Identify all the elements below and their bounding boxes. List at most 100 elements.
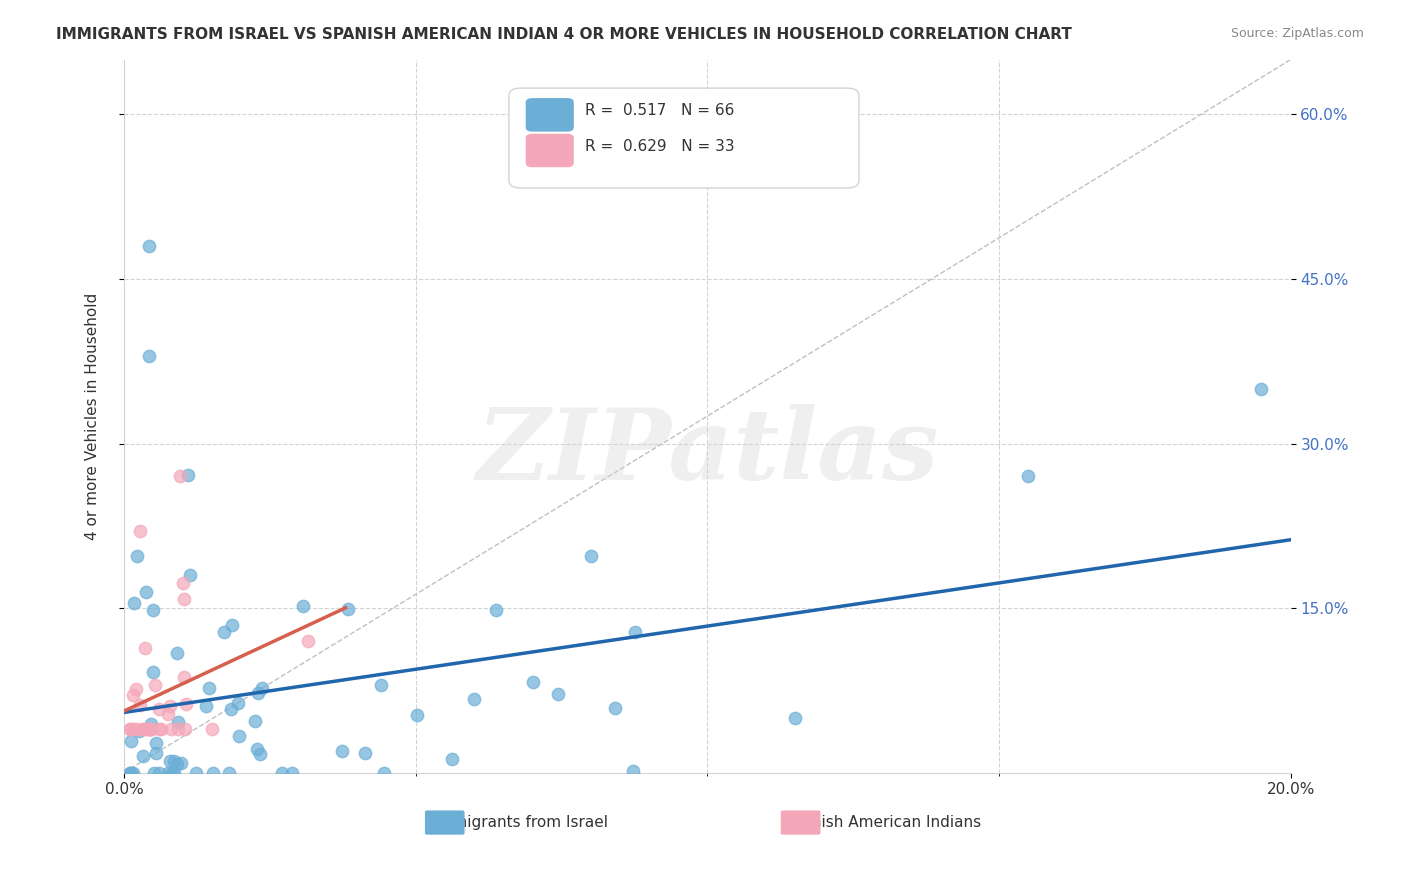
FancyBboxPatch shape	[425, 811, 464, 835]
Immigrants from Israel	[142, 665, 165, 679]
Immigrants from Israel	[167, 714, 190, 729]
Spanish American Indians	[148, 722, 170, 736]
Immigrants from Israel	[142, 765, 165, 780]
Immigrants from Israel	[1017, 469, 1039, 483]
Spanish American Indians	[159, 699, 181, 714]
FancyBboxPatch shape	[526, 135, 574, 167]
Immigrants from Israel	[120, 765, 142, 780]
Immigrants from Israel	[337, 602, 360, 616]
Immigrants from Israel	[219, 702, 242, 716]
Text: IMMIGRANTS FROM ISRAEL VS SPANISH AMERICAN INDIAN 4 OR MORE VEHICLES IN HOUSEHOL: IMMIGRANTS FROM ISRAEL VS SPANISH AMERIC…	[56, 27, 1073, 42]
Spanish American Indians	[176, 698, 198, 712]
Spanish American Indians	[148, 701, 170, 715]
Immigrants from Israel	[138, 349, 160, 363]
Immigrants from Israel	[330, 744, 353, 758]
Immigrants from Israel	[138, 239, 160, 253]
Spanish American Indians	[160, 722, 183, 736]
Immigrants from Israel	[441, 752, 464, 766]
Spanish American Indians	[125, 722, 148, 736]
Immigrants from Israel	[547, 687, 569, 701]
Spanish American Indians	[136, 722, 159, 736]
Immigrants from Israel	[128, 723, 150, 738]
FancyBboxPatch shape	[509, 88, 859, 188]
Immigrants from Israel	[159, 754, 181, 768]
Immigrants from Israel	[179, 568, 201, 582]
Spanish American Indians	[201, 722, 224, 736]
Spanish American Indians	[169, 469, 191, 483]
Text: Source: ZipAtlas.com: Source: ZipAtlas.com	[1230, 27, 1364, 40]
Immigrants from Israel	[485, 602, 508, 616]
Spanish American Indians	[125, 681, 148, 696]
Spanish American Indians	[297, 633, 319, 648]
Immigrants from Israel	[354, 746, 377, 760]
FancyBboxPatch shape	[526, 99, 574, 131]
Immigrants from Israel	[1250, 382, 1272, 396]
Spanish American Indians	[139, 722, 162, 736]
Immigrants from Israel	[406, 707, 429, 722]
Spanish American Indians	[131, 722, 153, 736]
Immigrants from Israel	[221, 618, 243, 632]
Immigrants from Israel	[605, 701, 627, 715]
Immigrants from Israel	[122, 596, 145, 610]
Immigrants from Israel	[212, 625, 235, 640]
Immigrants from Israel	[118, 765, 141, 780]
Text: R =  0.629   N = 33: R = 0.629 N = 33	[585, 139, 734, 154]
Immigrants from Israel	[142, 603, 165, 617]
Spanish American Indians	[173, 670, 195, 684]
Text: Spanish American Indians: Spanish American Indians	[783, 815, 981, 830]
FancyBboxPatch shape	[780, 811, 821, 835]
Spanish American Indians	[134, 640, 156, 655]
Spanish American Indians	[139, 722, 162, 736]
Immigrants from Israel	[579, 549, 602, 564]
Immigrants from Israel	[141, 716, 163, 731]
Immigrants from Israel	[522, 675, 544, 690]
Immigrants from Israel	[292, 599, 315, 613]
Spanish American Indians	[136, 722, 159, 736]
Spanish American Indians	[143, 678, 166, 692]
Text: ZIPatlas: ZIPatlas	[477, 403, 938, 500]
Immigrants from Israel	[226, 696, 249, 710]
Immigrants from Israel	[170, 756, 193, 770]
Immigrants from Israel	[250, 681, 273, 696]
Immigrants from Israel	[121, 765, 143, 780]
Immigrants from Israel	[156, 765, 179, 780]
Immigrants from Israel	[148, 765, 170, 780]
Spanish American Indians	[129, 698, 152, 712]
Immigrants from Israel	[373, 765, 395, 780]
Immigrants from Israel	[145, 746, 167, 760]
Immigrants from Israel	[166, 646, 188, 660]
Immigrants from Israel	[118, 765, 141, 780]
Immigrants from Israel	[120, 734, 142, 748]
Immigrants from Israel	[177, 467, 200, 482]
Immigrants from Israel	[195, 698, 218, 713]
Spanish American Indians	[132, 722, 155, 736]
Y-axis label: 4 or more Vehicles in Household: 4 or more Vehicles in Household	[86, 293, 100, 540]
Spanish American Indians	[118, 722, 141, 736]
Immigrants from Israel	[145, 736, 167, 750]
Immigrants from Israel	[163, 754, 186, 768]
Immigrants from Israel	[246, 742, 269, 756]
Spanish American Indians	[173, 722, 195, 736]
Spanish American Indians	[118, 722, 141, 736]
Immigrants from Israel	[218, 765, 240, 780]
Immigrants from Israel	[370, 677, 392, 691]
Text: R =  0.517   N = 66: R = 0.517 N = 66	[585, 103, 734, 119]
Immigrants from Israel	[246, 686, 269, 700]
Spanish American Indians	[122, 688, 145, 702]
Immigrants from Israel	[127, 549, 149, 563]
Immigrants from Israel	[201, 765, 224, 780]
Spanish American Indians	[173, 592, 195, 607]
Immigrants from Israel	[160, 765, 183, 780]
Immigrants from Israel	[228, 729, 250, 743]
Immigrants from Israel	[624, 625, 647, 640]
Spanish American Indians	[156, 706, 179, 721]
Immigrants from Israel	[621, 764, 644, 779]
Immigrants from Israel	[163, 765, 186, 780]
Immigrants from Israel	[197, 681, 219, 695]
Spanish American Indians	[172, 575, 194, 590]
Spanish American Indians	[138, 722, 160, 736]
Immigrants from Israel	[783, 711, 806, 725]
Spanish American Indians	[122, 722, 145, 736]
Immigrants from Israel	[166, 757, 188, 772]
Immigrants from Israel	[243, 714, 266, 728]
